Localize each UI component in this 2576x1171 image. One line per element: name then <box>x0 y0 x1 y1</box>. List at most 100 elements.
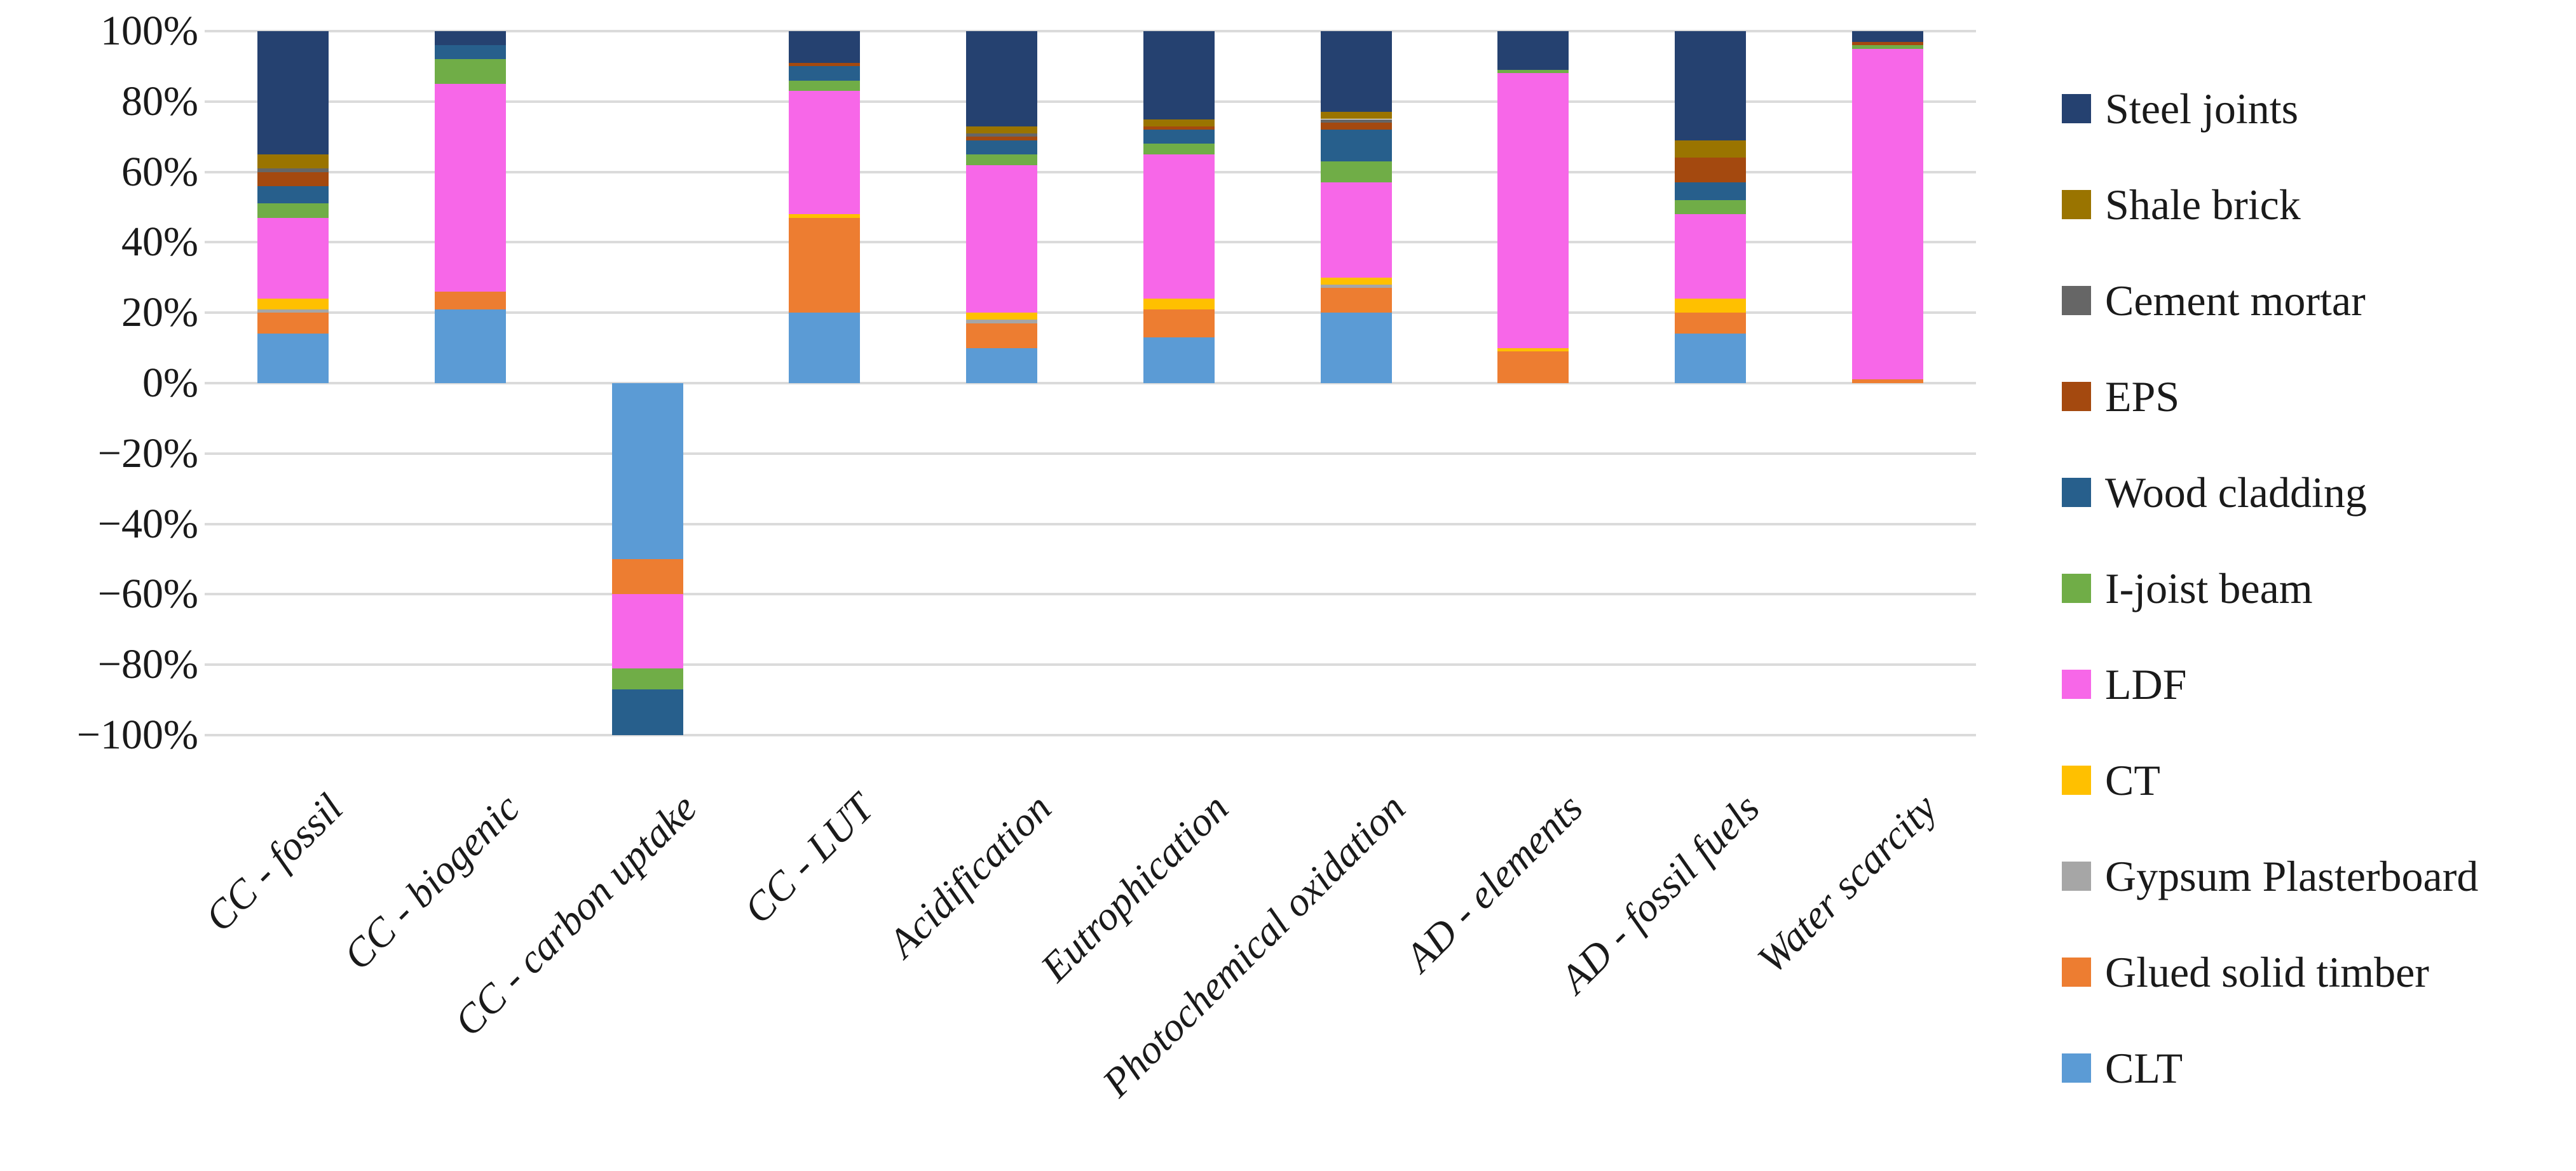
bar-segment-ldf <box>966 165 1038 313</box>
bar-acidification <box>966 0 1038 1171</box>
bar-ad-elements <box>1497 0 1569 1171</box>
gridline <box>205 593 1976 596</box>
legend-label: LDF <box>2105 660 2187 708</box>
legend-item-ldf: LDF <box>2062 661 2186 707</box>
bar-segment-i-joist-beam <box>1674 200 1746 215</box>
bar-segment-steel-joints <box>966 31 1038 126</box>
legend-swatch-icon <box>2062 286 2091 315</box>
legend-swatch-icon <box>2062 382 2091 411</box>
bar-segment-i-joist-beam <box>435 59 507 85</box>
legend-item-ct: CT <box>2062 757 2160 803</box>
bar-segment-ldf <box>789 91 861 215</box>
y-axis-tick-label: 80% <box>121 78 198 125</box>
bar-segment-glued-solid-timber <box>1143 309 1215 337</box>
bar-segment-i-joist-beam <box>789 80 861 91</box>
bar-segment-i-joist-beam <box>257 203 329 218</box>
bar-segment-glued-solid-timber <box>435 291 507 309</box>
gridline <box>205 170 1976 173</box>
y-axis-tick-label: −60% <box>97 571 198 618</box>
bar-segment-ldf <box>1497 73 1569 348</box>
bar-eutrophication <box>1143 0 1215 1171</box>
legend-swatch-icon <box>2062 574 2091 603</box>
bar-segment-gypsum-plasterboard <box>257 309 329 313</box>
bar-cc-lut <box>789 0 861 1171</box>
gridline <box>205 100 1976 103</box>
legend-swatch-icon <box>2062 190 2091 219</box>
y-axis-tick-label: −80% <box>97 641 198 688</box>
bar-segment-eps <box>1674 158 1746 183</box>
bar-segment-i-joist-beam <box>1497 69 1569 74</box>
bar-segment-wood-cladding <box>611 689 683 735</box>
bar-segment-glued-solid-timber <box>1497 351 1569 383</box>
bar-cc-biogenic <box>435 0 507 1171</box>
gridline <box>205 452 1976 455</box>
bar-segment-eps <box>1851 41 1923 46</box>
bar-segment-steel-joints <box>1320 31 1392 112</box>
legend-label: Cement mortar <box>2105 276 2366 325</box>
legend-item-wood-cladding: Wood cladding <box>2062 470 2367 515</box>
y-axis-tick-label: −100% <box>76 712 198 758</box>
bar-segment-ct <box>1674 299 1746 313</box>
legend-label: Glued solid timber <box>2105 948 2429 996</box>
bar-segment-glued-solid-timber <box>966 323 1038 348</box>
bar-segment-ldf <box>1851 48 1923 380</box>
legend-swatch-icon <box>2062 670 2091 699</box>
bar-photochemical-oxidation <box>1320 0 1392 1171</box>
y-axis-tick-label: −20% <box>97 430 198 477</box>
bar-segment-steel-joints <box>789 31 861 63</box>
bar-segment-glued-solid-timber <box>1851 379 1923 383</box>
gridline <box>205 734 1976 736</box>
bar-cc-carbon-uptake <box>611 0 683 1171</box>
gridline <box>205 663 1976 667</box>
bar-segment-eps <box>789 62 861 67</box>
bar-segment-clt <box>1674 334 1746 383</box>
bar-segment-clt <box>1320 313 1392 383</box>
legend-swatch-icon <box>2062 478 2091 507</box>
bar-segment-gypsum-plasterboard <box>1320 284 1392 288</box>
bar-segment-wood-cladding <box>435 45 507 60</box>
legend-item-gypsum-plasterboard: Gypsum Plasterboard <box>2062 853 2478 899</box>
legend-swatch-icon <box>2062 94 2091 123</box>
bar-segment-ct <box>966 313 1038 320</box>
bar-segment-eps <box>1143 126 1215 130</box>
bar-segment-ct <box>1497 348 1569 352</box>
bar-ad-fossil-fuels <box>1674 0 1746 1171</box>
bar-segment-eps <box>257 172 329 186</box>
legend-label: EPS <box>2105 372 2180 421</box>
bar-segment-steel-joints <box>1674 31 1746 140</box>
legend-label: Shale brick <box>2105 180 2301 229</box>
bar-segment-ldf <box>257 217 329 299</box>
bar-segment-steel-joints <box>1143 31 1215 119</box>
y-axis-tick-label: 40% <box>121 219 198 266</box>
bar-segment-glued-solid-timber <box>1320 288 1392 313</box>
gridline <box>205 382 1976 384</box>
legend-item-shale-brick: Shale brick <box>2062 182 2301 227</box>
y-axis-tick-label: 60% <box>121 148 198 195</box>
y-axis-tick-label: 20% <box>121 289 198 336</box>
bar-cc-fossil <box>257 0 329 1171</box>
y-axis-tick-label: −40% <box>97 500 198 547</box>
bar-segment-i-joist-beam <box>1143 144 1215 154</box>
bar-segment-i-joist-beam <box>1320 161 1392 183</box>
bar-segment-cement-mortar <box>1320 119 1392 123</box>
bar-segment-eps <box>1320 123 1392 130</box>
bar-segment-shale-brick <box>1674 140 1746 158</box>
bar-segment-gypsum-plasterboard <box>966 320 1038 323</box>
bar-segment-clt <box>1143 337 1215 383</box>
bar-segment-clt <box>789 313 861 383</box>
legend-item-cement-mortar: Cement mortar <box>2062 278 2366 323</box>
bar-segment-cement-mortar <box>257 168 329 172</box>
bar-segment-wood-cladding <box>789 66 861 81</box>
bar-segment-wood-cladding <box>1674 182 1746 200</box>
bar-segment-clt <box>435 309 507 383</box>
bar-segment-ldf <box>611 594 683 668</box>
bar-segment-shale-brick <box>1320 112 1392 119</box>
bar-segment-glued-solid-timber <box>789 217 861 313</box>
bar-segment-shale-brick <box>966 126 1038 133</box>
gridline <box>205 522 1976 525</box>
y-axis-tick-label: 100% <box>100 8 198 54</box>
bar-segment-cement-mortar <box>966 133 1038 137</box>
gridline <box>205 311 1976 315</box>
legend-swatch-icon <box>2062 862 2091 891</box>
